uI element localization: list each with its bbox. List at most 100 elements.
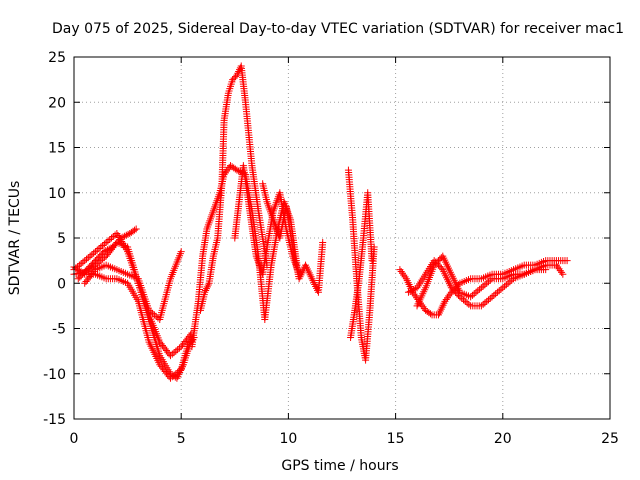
x-tick-label: 0 [70,431,79,447]
data-point [400,271,408,279]
data-point [109,232,117,240]
y-tick-label: 20 [48,95,66,111]
data-point [86,263,94,271]
data-point [319,239,327,247]
data-point [221,169,229,177]
data-point [152,312,160,320]
data-point [470,290,478,298]
data-point [91,257,99,265]
data-point [437,264,445,272]
y-tick-label: -10 [43,367,66,383]
data-point [504,279,512,287]
y-tick-label: 0 [57,276,66,292]
data-point [174,346,182,354]
data-point [401,273,409,281]
data-point [501,282,509,290]
data-point [397,267,405,275]
data-point [499,284,507,292]
data-point [74,265,82,273]
data-point [108,234,116,242]
data-point [479,300,487,308]
data-point [408,286,416,294]
y-tick-label: -5 [52,322,66,338]
data-point [145,306,153,314]
gridlines [74,57,610,419]
axis-ticks: 0 5 10 15 20 25 -15 -10 -5 0 5 10 15 20 25 [43,50,619,447]
data-point [150,311,158,319]
data-point [556,267,564,275]
data-point [109,243,117,251]
data-point [83,255,91,263]
data-point [100,248,108,256]
data-point [94,254,102,262]
data-point [461,297,469,305]
data-point [450,287,458,295]
data-point [175,367,183,375]
data-point [485,296,493,304]
data-point [485,278,493,286]
data-point [74,275,82,283]
x-tick-label: 20 [494,431,512,447]
data-point [172,347,180,355]
data-point [229,76,237,84]
data-point [502,281,510,289]
y-tick-label: 10 [48,186,66,202]
data-point [447,284,455,292]
data-point [172,370,180,378]
data-point [552,261,560,269]
data-point [426,310,434,318]
data-point [368,257,376,265]
data-point [77,272,85,280]
data-point [99,242,107,250]
data-point [81,257,89,265]
data-point [170,371,178,379]
data-point [77,260,85,268]
data-point [90,249,98,257]
data-point [477,302,485,310]
data-point [79,270,87,278]
data-point [91,248,99,256]
data-point [233,166,241,174]
data-point [559,270,567,278]
data-point [497,285,505,293]
data-point [93,255,101,263]
data-point [97,251,105,259]
data-point [76,273,84,281]
data-point [230,74,238,82]
data-point [477,284,485,292]
data-point [483,297,491,305]
data-point [492,290,500,298]
data-point [84,254,92,262]
data-point [433,258,441,266]
data-point [83,266,91,274]
data-point [149,309,157,317]
data-point [80,269,88,277]
data-point [168,350,176,358]
data-point [168,373,176,381]
data-point [235,167,243,175]
data-point [75,267,83,275]
data-point [122,231,130,239]
data-point [434,257,442,265]
data-point [398,269,406,277]
data-point [113,239,121,247]
data-point [86,252,94,260]
y-tick-label: 15 [48,141,66,157]
data-point [106,236,114,244]
y-tick-label: -15 [43,412,66,428]
data-point [105,245,113,253]
data-point [88,251,96,259]
data-point [102,239,110,247]
y-tick-label: 5 [57,231,66,247]
data-point [204,281,212,289]
data-point [419,303,427,311]
data-point [79,258,87,266]
data-points [70,62,571,382]
data-point [100,254,108,262]
data-point [411,292,419,300]
data-point [472,288,480,296]
data-point [432,260,440,268]
data-point [493,288,501,296]
data-point [563,257,571,265]
